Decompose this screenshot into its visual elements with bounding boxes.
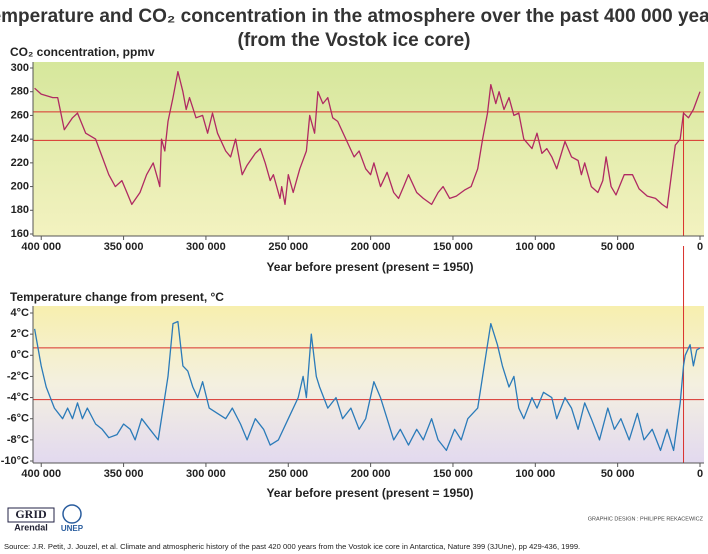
x-tick-label: 400 000 (21, 241, 61, 253)
y-tick-label: -8°C (7, 434, 29, 446)
y-tick-label: 240 (11, 133, 29, 145)
title: (from the Vostok ice core) (238, 30, 471, 51)
y-tick-label: 4°C (11, 307, 30, 319)
x-axis-title: Year before present (present = 1950) (266, 486, 473, 500)
y-tick-label: 180 (11, 204, 29, 216)
logo-text: Arendal (14, 522, 48, 532)
x-tick-label: 300 000 (186, 468, 226, 480)
x-tick-label: 0 (697, 241, 703, 253)
y-tick-label: 280 (11, 86, 29, 98)
y-tick-label: 2°C (11, 328, 30, 340)
title: Temperature and CO₂ concentration in the… (0, 6, 708, 27)
logo-text: GRID (15, 507, 47, 521)
y-tick-label: -4°C (7, 391, 29, 403)
logo: GRID Arendal UNEP (7, 504, 84, 533)
x-tick-label: 0 (697, 468, 703, 480)
x-tick-label: 200 000 (351, 468, 391, 480)
x-tick-label: 50 000 (601, 468, 635, 480)
x-tick-label: 250 000 (268, 241, 308, 253)
y-tick-label: -10°C (1, 455, 29, 467)
x-tick-label: 50 000 (601, 241, 635, 253)
x-tick-label: 100 000 (515, 468, 555, 480)
y-tick-label: 0°C (11, 349, 30, 361)
x-tick-label: 150 000 (433, 468, 473, 480)
logo-box (7, 507, 55, 523)
y-axis-title: Temperature change from present, °C (10, 290, 224, 304)
source: Source: J.R. Petit, J. Jouzel, et al. Cl… (4, 542, 580, 551)
logo-emblem (62, 504, 82, 524)
y-axis-title: CO₂ concentration, ppmv (10, 45, 155, 59)
x-tick-label: 300 000 (186, 241, 226, 253)
y-tick-label: 200 (11, 180, 29, 192)
line (34, 70, 701, 209)
logo-text: UNEP (61, 524, 84, 533)
x-tick-label: 200 000 (351, 241, 391, 253)
x-tick-label: 100 000 (515, 241, 555, 253)
x-tick-label: 150 000 (433, 241, 473, 253)
y-tick-label: 160 (11, 228, 29, 240)
y-tick-label: 300 (11, 62, 29, 74)
y-tick-label: 220 (11, 157, 29, 169)
plot-background (33, 306, 704, 463)
y-tick-label: 260 (11, 109, 29, 121)
credit: GRAPHIC DESIGN : PHILIPPE REKACEWICZ (588, 516, 704, 522)
x-axis-title: Year before present (present = 1950) (266, 260, 473, 274)
line (33, 320, 701, 452)
plot-background (33, 62, 704, 236)
y-tick-label: -2°C (7, 370, 29, 382)
x-tick-label: 350 000 (104, 241, 144, 253)
x-tick-label: 250 000 (268, 468, 308, 480)
y-tick-label: -6°C (7, 413, 29, 425)
x-tick-label: 350 000 (104, 468, 144, 480)
x-tick-label: 400 000 (21, 468, 61, 480)
